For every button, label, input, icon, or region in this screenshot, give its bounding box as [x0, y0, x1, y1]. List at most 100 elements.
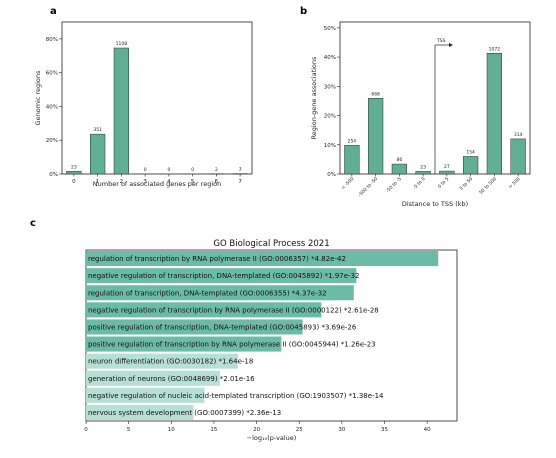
bar: [86, 336, 282, 352]
y-tick-label: 40%: [46, 104, 58, 110]
x-tick-label: 0 to 5: [437, 176, 451, 190]
x-tick-label: 0: [84, 427, 88, 433]
x-tick-label: 35: [381, 427, 388, 433]
bar-value-label: 3: [239, 167, 242, 173]
term-label: positive regulation of transcription, DN…: [88, 323, 357, 331]
y-tick-label: 60%: [46, 71, 58, 77]
bar: [463, 156, 479, 175]
bar: [66, 171, 82, 175]
x-tick-label: 3: [143, 179, 147, 185]
bar-value-label: 86: [397, 157, 403, 163]
x-tick-label: -5 to 0: [412, 176, 427, 191]
bar-value-label: 1072: [489, 46, 501, 52]
bar: [368, 98, 384, 175]
y-tick-label: 80%: [46, 37, 58, 43]
y-tick-label: 0%: [49, 172, 58, 178]
bar: [86, 353, 238, 369]
bar: [86, 319, 303, 335]
bar-value-label: 0: [144, 167, 147, 173]
bar: [344, 145, 360, 175]
y-tick-label: 20%: [46, 138, 58, 144]
bar: [391, 163, 407, 175]
bar: [86, 268, 357, 284]
x-tick-label: -50 to -5: [385, 176, 403, 194]
bar: [486, 53, 502, 175]
x-tick-label: -500 to -50: [357, 176, 379, 198]
y-tick-label: 50%: [324, 26, 336, 32]
plot-frame: [85, 249, 458, 422]
term-label: generation of neurons (GO:0048699) *2.01…: [88, 375, 255, 383]
x-tick-label: 40: [424, 427, 431, 433]
bar: [86, 285, 354, 301]
y-tick-label: 40%: [324, 55, 336, 61]
plot-frame: [61, 21, 253, 175]
bar-value-label: 254: [348, 138, 357, 144]
x-tick-label: 10: [168, 427, 175, 433]
tss-annotation: TSS: [436, 38, 446, 44]
x-tick-label: 30: [338, 427, 345, 433]
x-tick-label: 25: [296, 427, 303, 433]
bar-value-label: 351: [93, 127, 102, 133]
bar-value-label: 1108: [116, 41, 128, 47]
panel-c-label: c: [30, 218, 36, 229]
y-axis-label: Region-gene associations: [310, 56, 318, 139]
bar-value-label: 0: [167, 167, 170, 173]
x-tick-label: 2: [120, 179, 124, 185]
bar: [415, 171, 431, 175]
term-label: neuron differentiation (GO:0030182) *1.6…: [88, 358, 253, 366]
term-label: nervous system development (GO:0007399) …: [88, 409, 281, 417]
term-label: negative regulation of transcription, DN…: [88, 272, 359, 280]
x-tick-label: 5: [127, 427, 131, 433]
bar: [90, 133, 106, 175]
y-tick-label: 20%: [324, 114, 336, 120]
bar: [86, 387, 205, 403]
bar: [86, 302, 322, 318]
bar-value-label: 0: [191, 167, 194, 173]
bar: [439, 170, 455, 175]
term-label: negative regulation of transcription by …: [88, 306, 379, 314]
bar-value-label: 154: [466, 149, 475, 155]
go-enrichment-chart: GO Biological Process 2021 regulation of …: [84, 239, 458, 442]
term-label: positive regulation of transcription by …: [88, 341, 376, 349]
x-tick-label: 7: [238, 179, 242, 185]
x-tick-label: > 500: [508, 176, 522, 190]
x-tick-label: 6: [215, 179, 219, 185]
y-tick-label: 0%: [327, 172, 336, 178]
bar: [86, 370, 220, 386]
tss-arrow-head: [449, 43, 453, 47]
x-axis-label: Number of associated genes per region: [93, 180, 221, 188]
x-tick-label: 20: [253, 427, 260, 433]
distance-to-tss-chart: 0% 10% 20% 30% 40% 50% 254 < -500 668 -500 to -50…: [310, 21, 531, 208]
x-tick-label: 5: [191, 179, 195, 185]
bar: [113, 47, 129, 175]
x-tick-label: 15: [210, 427, 217, 433]
bar-value-label: 27: [444, 164, 450, 170]
y-axis-label: Genomic regions: [34, 70, 42, 125]
bar-value-label: 668: [371, 91, 380, 97]
x-axis-label: −log₁₀(p-value): [247, 434, 297, 442]
bar: [86, 251, 439, 267]
term-label: regulation of transcription by RNA polym…: [88, 255, 346, 263]
bar-value-label: 23: [420, 164, 426, 170]
chart-title: GO Biological Process 2021: [213, 239, 329, 249]
y-tick-label: 10%: [324, 143, 336, 149]
x-axis-label: Distance to TSS (kb): [402, 200, 468, 208]
panel-a-label: a: [50, 6, 57, 17]
x-tick-label: 1: [96, 179, 100, 185]
panel-b-label: b: [300, 6, 307, 17]
bar: [86, 404, 194, 420]
bar: [510, 138, 526, 175]
x-tick-label: < -500: [340, 176, 355, 191]
x-tick-label: 5 to 50: [459, 176, 475, 192]
bar-value-label: 2: [215, 167, 218, 173]
genes-per-region-chart: 0% 20% 40% 60% 80% 23 0 351 1 1108 2 0 3 0 4 0 5 2 6 3 7 Numb…: [34, 21, 253, 188]
bar-value-label: 23: [71, 164, 77, 170]
bar-value-label: 314: [514, 132, 523, 138]
term-label: regulation of transcription, DNA-templat…: [88, 289, 327, 297]
term-label: negative regulation of nucleic acid-temp…: [88, 392, 384, 400]
x-tick-label: 0: [72, 179, 76, 185]
x-tick-label: 50 to 500: [478, 176, 498, 196]
y-tick-label: 30%: [324, 84, 336, 90]
x-tick-label: 4: [167, 179, 171, 185]
